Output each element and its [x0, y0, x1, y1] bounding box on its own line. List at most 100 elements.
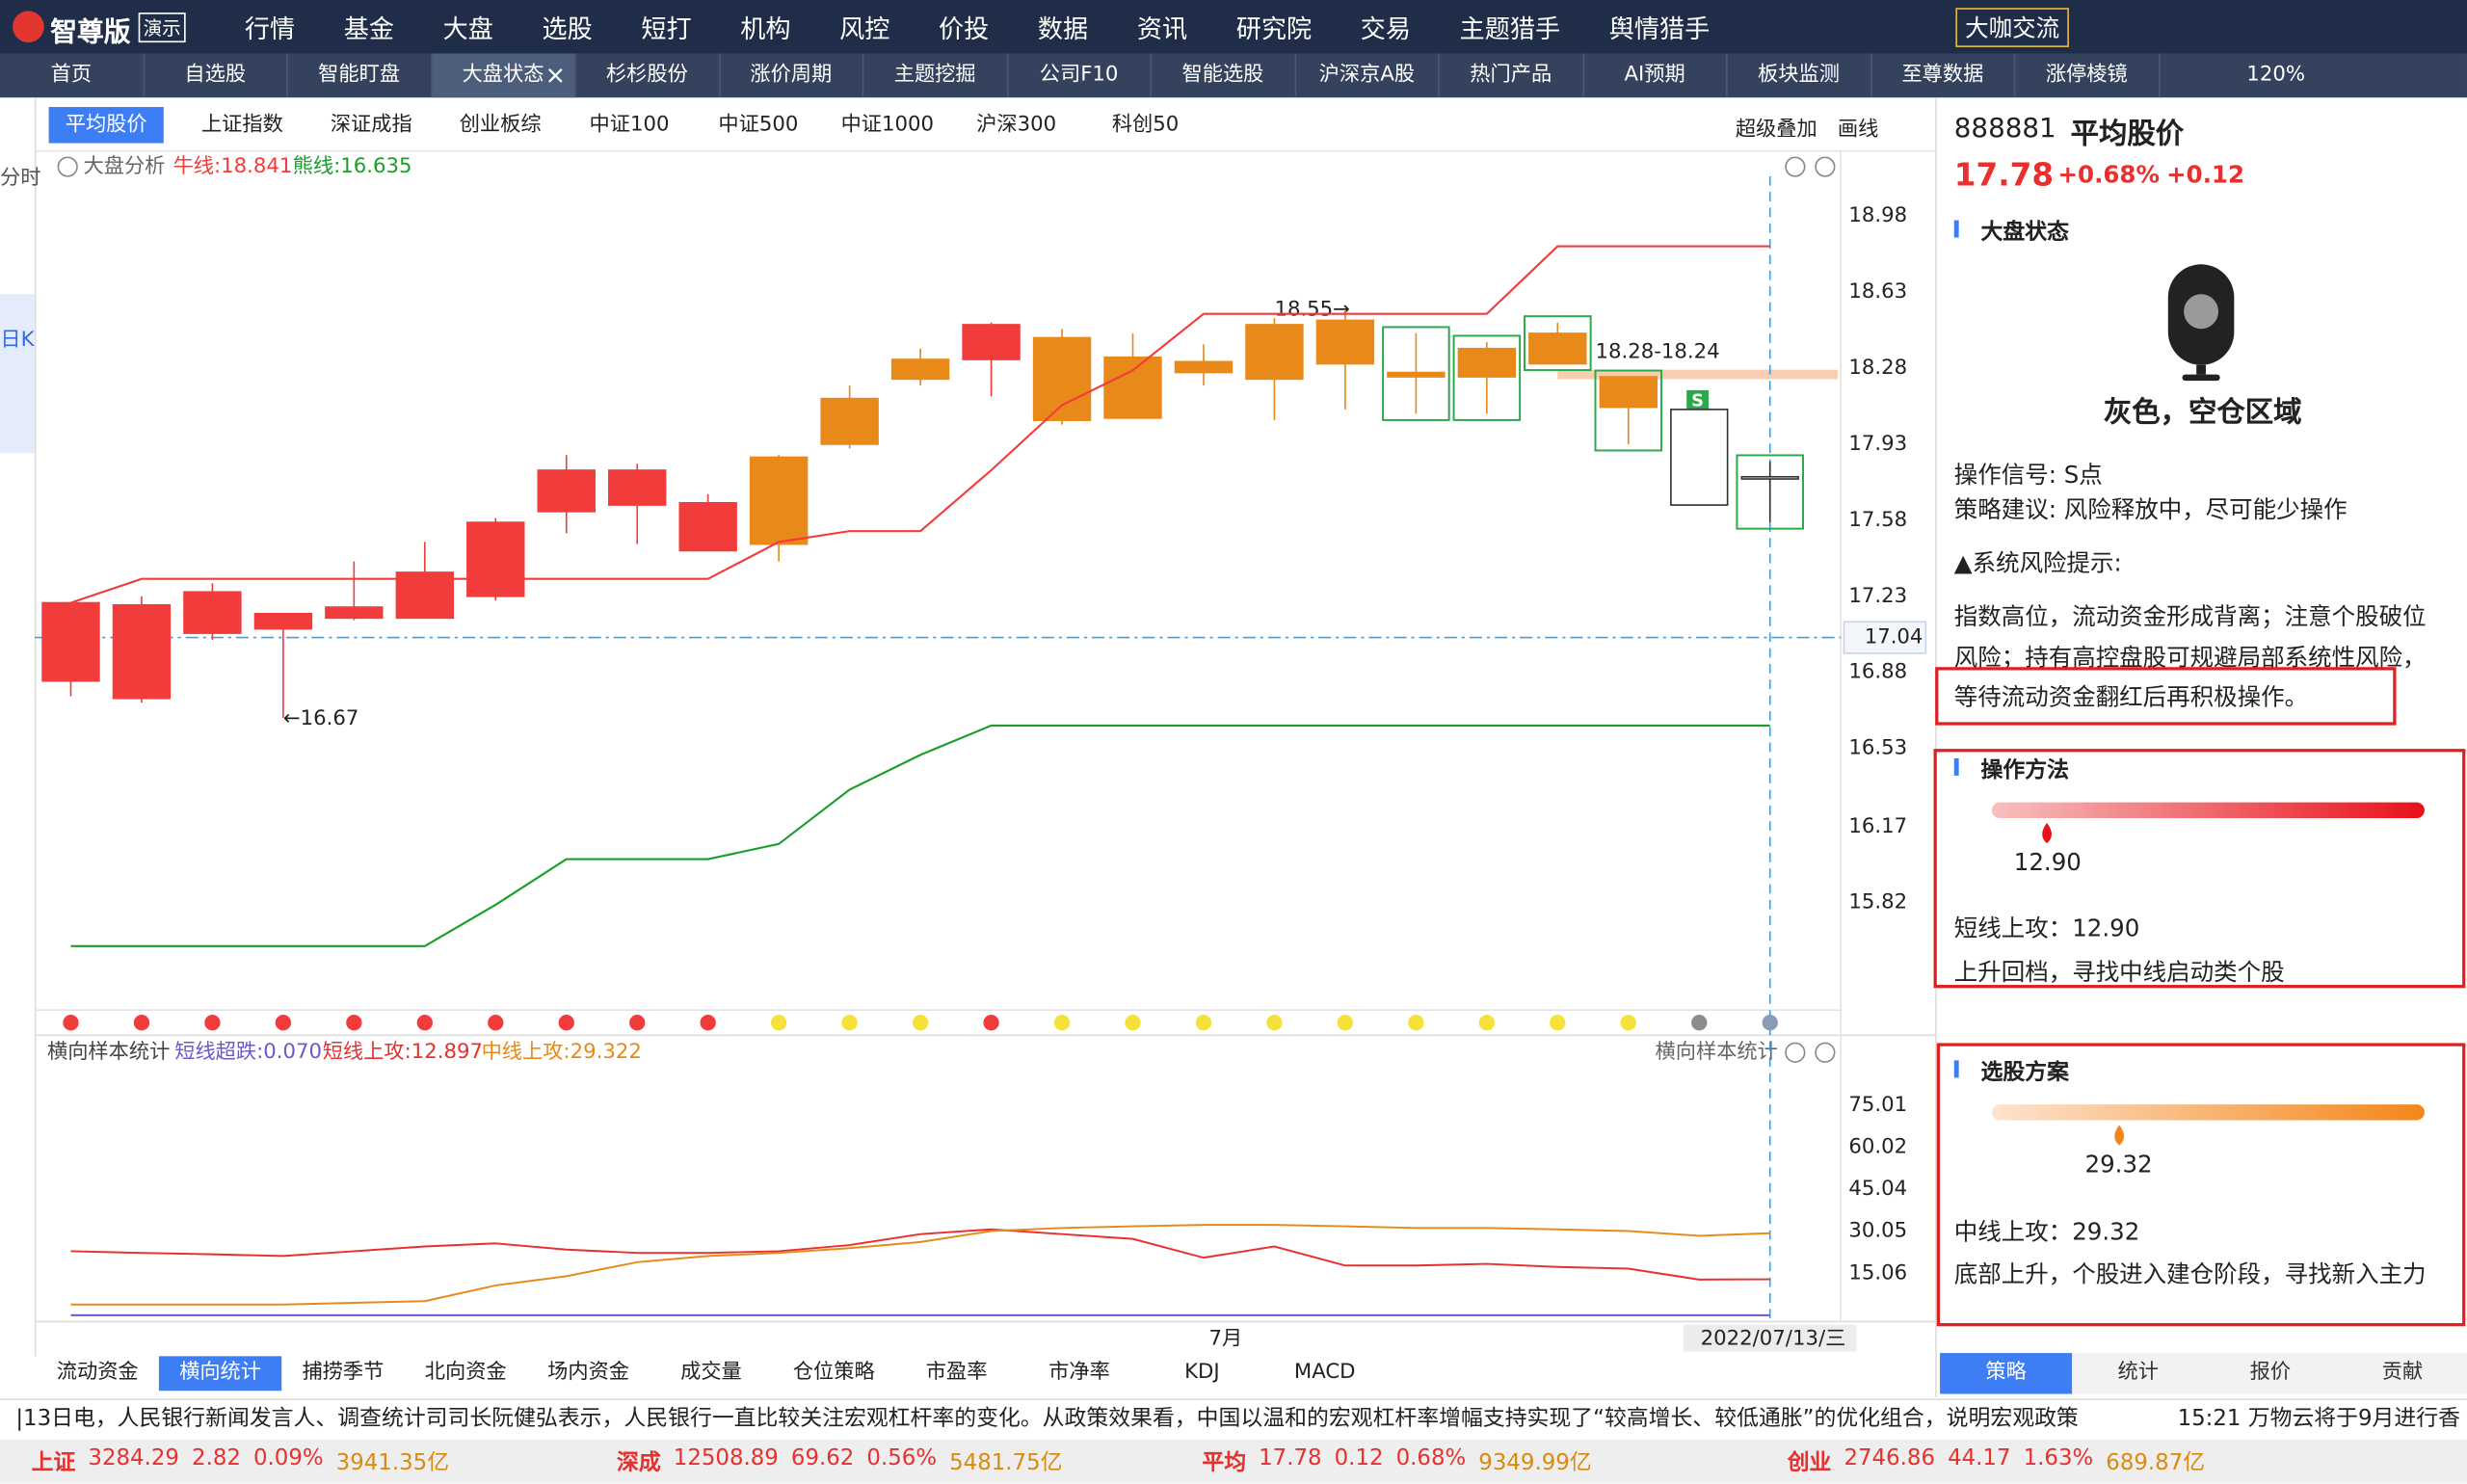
panel-tab[interactable]: 贡献	[2336, 1353, 2467, 1394]
tab[interactable]: 首页	[0, 53, 145, 98]
index-tab[interactable]: 深证成指	[330, 113, 412, 138]
y-tick-label: 16.53	[1848, 736, 1907, 760]
tab[interactable]: 杉杉股份	[576, 53, 720, 98]
section-title: 大盘状态	[1980, 220, 2069, 246]
panel-tab[interactable]: 统计	[2072, 1353, 2205, 1394]
side-tab[interactable]: 日K	[0, 294, 35, 454]
index-tab[interactable]: 创业板综	[459, 113, 542, 138]
highlight-box	[1594, 369, 1663, 452]
method-line: 短线上攻：12.90	[1953, 914, 2140, 942]
tab[interactable]: 智能盯盘	[288, 53, 433, 98]
quote-change: 69.62	[790, 1445, 855, 1471]
menu: 行情 基金 大盘 选股 短打 机构 风控 价投 数据 资讯 研究院 交易 主题猎手 舆情猎手	[221, 0, 1735, 54]
annotation: 18.28-18.24	[1596, 340, 1720, 364]
status-bar: 上证 3284.29 2.82 0.09% 3941.35亿 深成 12508.89 69.6…	[0, 1439, 2467, 1484]
menu-item[interactable]: 主题猎手	[1459, 13, 1561, 44]
chart-title: 大盘分析	[84, 154, 166, 178]
plan-line: 底部上升，个股进入建仓阶段，寻找新入主力	[1953, 1259, 2427, 1289]
candle-body	[890, 358, 950, 381]
tab[interactable]: 自选股	[144, 53, 288, 98]
close-icon[interactable]	[547, 67, 563, 83]
overlay-tool[interactable]: 超级叠加	[1735, 118, 1817, 142]
panel-tab[interactable]: 策略	[1940, 1353, 2073, 1394]
settings-icon[interactable]	[1785, 1042, 1806, 1063]
candle-body	[1599, 376, 1658, 409]
tab[interactable]: AI预期	[1583, 53, 1728, 98]
tab[interactable]: 智能选股	[1152, 53, 1296, 98]
signal-dot	[841, 1015, 858, 1031]
draw-tool[interactable]: 画线	[1837, 118, 1879, 142]
menu-item[interactable]: 短打	[641, 13, 692, 44]
candle-body	[1740, 475, 1799, 480]
candle-body	[1103, 356, 1162, 419]
index-tab[interactable]: 沪深300	[976, 113, 1057, 138]
index-tab[interactable]: 平均股价	[48, 107, 164, 144]
tab[interactable]: 主题挖掘	[863, 53, 1008, 98]
menu-item[interactable]: 行情	[244, 13, 296, 44]
index-tab[interactable]: 中证500	[718, 113, 799, 138]
menu-item[interactable]: 选股	[542, 13, 593, 44]
menu-item[interactable]: 大盘	[442, 13, 493, 44]
tab[interactable]: 涨价周期	[720, 53, 864, 98]
indicator-line	[70, 1224, 1770, 1306]
index-tab[interactable]: 中证100	[589, 113, 670, 138]
tab[interactable]: 沪深京A股	[1295, 53, 1440, 98]
y-tick-label: 16.17	[1848, 814, 1907, 838]
menu-item[interactable]: 舆情猎手	[1608, 13, 1711, 44]
tab[interactable]: 涨停棱镜	[2015, 53, 2160, 98]
menu-item[interactable]: 基金	[343, 13, 395, 44]
guest-button[interactable]: 大咖交流	[1955, 8, 2069, 47]
indicator-tab[interactable]: KDJ	[1184, 1361, 1220, 1385]
menu-item[interactable]: 机构	[740, 13, 791, 44]
side-tab[interactable]: 分时	[0, 167, 41, 191]
signal-dot	[1550, 1015, 1566, 1031]
indicator-tab[interactable]: 北向资金	[424, 1361, 507, 1385]
tab[interactable]: 热门产品	[1440, 53, 1584, 98]
y-tick-label: 30.05	[1848, 1219, 1907, 1243]
indicator-tab[interactable]: 捕捞季节	[302, 1361, 385, 1385]
tab-bar: 首页 自选股 智能盯盘 大盘状态 杉杉股份 涨价周期 主题挖掘 公司F10 智能选股 沪深京A股热…	[0, 53, 2467, 98]
menu-item[interactable]: 研究院	[1235, 13, 1313, 44]
y-tick-label: 17.93	[1848, 432, 1907, 456]
menu-item[interactable]: 价投	[939, 13, 990, 44]
settings-icon[interactable]	[1785, 156, 1806, 177]
indicator-tab[interactable]: 横向统计	[158, 1356, 282, 1391]
indicator-tab[interactable]: 仓位策略	[792, 1361, 875, 1385]
index-quote: 深成 12508.89 69.62 0.56% 5481.75亿	[585, 1445, 1170, 1477]
tab[interactable]: 板块监测	[1728, 53, 1872, 98]
indicator-tab[interactable]: 流动资金	[56, 1361, 139, 1385]
indicator-tab[interactable]: MACD	[1293, 1361, 1356, 1385]
price: 17.78	[1953, 155, 2055, 194]
tab[interactable]: 至尊数据	[1871, 53, 2016, 98]
help-icon[interactable]	[1815, 1042, 1836, 1063]
annotation: 18.55→	[1274, 298, 1350, 322]
index-tab[interactable]: 中证1000	[840, 113, 935, 138]
panel-tab[interactable]: 报价	[2204, 1353, 2337, 1394]
gauge-value: 12.90	[2013, 847, 2082, 877]
help-icon[interactable]	[1815, 156, 1836, 177]
indicator-tab[interactable]: 市净率	[1048, 1361, 1110, 1385]
candle-body	[1245, 324, 1304, 381]
indicator-tab[interactable]: 成交量	[680, 1361, 742, 1385]
menu-item[interactable]: 数据	[1037, 13, 1089, 44]
x-tick-label: 2022/07/13/三	[1701, 1326, 1846, 1350]
dropdown-icon[interactable]	[57, 156, 78, 177]
index-tab[interactable]: 上证指数	[200, 113, 283, 138]
signal-dot	[912, 1015, 929, 1031]
menu-item[interactable]: 资讯	[1136, 13, 1188, 44]
indicator-tab[interactable]: 市盈率	[925, 1361, 988, 1385]
stock-name: 平均股价	[2070, 118, 2185, 151]
signal-marker	[1686, 389, 1710, 411]
change: +0.12	[2166, 160, 2245, 189]
tab[interactable]: 大盘状态	[432, 53, 576, 98]
indicator-line	[70, 1228, 1770, 1281]
indicator-tab[interactable]: 场内资金	[547, 1361, 630, 1385]
section-title: 选股方案	[1980, 1060, 2069, 1086]
index-tab[interactable]: 科创50	[1111, 113, 1180, 138]
candle-body	[1315, 319, 1375, 365]
tab[interactable]: 公司F10	[1008, 53, 1153, 98]
signal-dot	[983, 1015, 999, 1031]
menu-item[interactable]: 交易	[1360, 13, 1411, 44]
highlight-box	[1524, 315, 1592, 372]
menu-item[interactable]: 风控	[839, 13, 890, 44]
